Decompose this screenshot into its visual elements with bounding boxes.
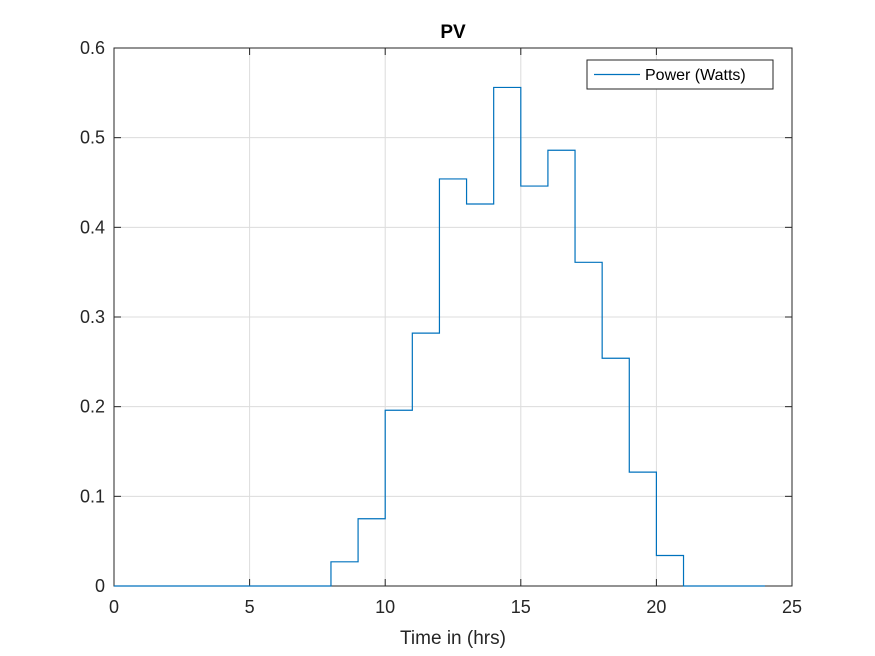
y-tick-label: 0.6: [80, 38, 105, 58]
x-axis-tick-labels: 0 5 10 15 20 25: [109, 597, 802, 617]
grid-lines: [114, 48, 792, 586]
x-tick-label: 20: [646, 597, 666, 617]
y-tick-label: 0: [95, 576, 105, 596]
y-tick-label: 0.3: [80, 307, 105, 327]
chart-title: PV: [440, 22, 466, 43]
y-tick-label: 0.2: [80, 397, 105, 417]
x-axis-label: Time in (hrs): [400, 628, 506, 649]
x-tick-label: 10: [375, 597, 395, 617]
series-line-power: [114, 86, 765, 587]
y-axis-tick-labels: 0 0.1 0.2 0.3 0.4 0.5 0.6: [80, 38, 105, 596]
x-tick-label: 25: [782, 597, 802, 617]
x-tick-label: 15: [511, 597, 531, 617]
y-tick-label: 0.5: [80, 128, 105, 148]
legend-label-power: Power (Watts): [645, 67, 746, 84]
series-layer: [114, 86, 765, 587]
legend: Power (Watts): [586, 59, 774, 90]
y-tick-label: 0.1: [80, 486, 105, 506]
x-tick-label: 0: [109, 597, 119, 617]
x-tick-label: 5: [245, 597, 255, 617]
y-tick-label: 0.4: [80, 217, 105, 237]
